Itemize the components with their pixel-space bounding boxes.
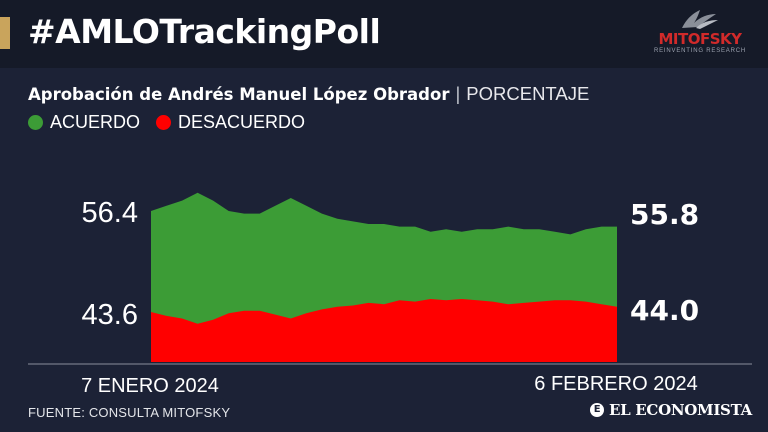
mitofsky-logo: MITOFSKY REINVENTING RESEARCH — [652, 6, 748, 62]
chart-subtitle: Aprobación de Andrés Manuel López Obrado… — [28, 83, 589, 105]
legend-item-acuerdo: ACUERDO — [28, 112, 140, 133]
chart-legend: ACUERDO DESACUERDO — [28, 112, 321, 133]
source-note: FUENTE: CONSULTA MITOFSKY — [28, 405, 231, 420]
end-label-acuerdo: 55.8 — [630, 198, 699, 231]
page-title: #AMLOTrackingPoll — [28, 12, 381, 51]
subtitle-main: Aprobación de Andrés Manuel López Obrado… — [28, 85, 450, 104]
legend-dot-desacuerdo — [156, 115, 172, 130]
logo-text: MITOFSKY — [658, 30, 742, 48]
subtitle-unit: PORCENTAJE — [466, 83, 590, 104]
x-start-label: 7 ENERO 2024 — [81, 375, 219, 397]
end-label-desacuerdo: 44.0 — [630, 294, 699, 327]
header-bar — [0, 0, 768, 68]
legend-dot-acuerdo — [28, 115, 43, 130]
el-economista-logo: E EL ECONOMISTA — [590, 401, 752, 419]
title-accent-bar — [0, 17, 10, 49]
legend-item-desacuerdo: DESACUERDO — [156, 112, 305, 133]
brand-mark-icon: E — [590, 403, 604, 417]
eagle-icon — [682, 10, 718, 29]
start-label-acuerdo: 56.4 — [82, 197, 138, 229]
x-end-label: 6 FEBRERO 2024 — [534, 373, 697, 395]
subtitle-separator: | — [455, 83, 461, 104]
area-desacuerdo — [151, 299, 617, 362]
start-label-desacuerdo: 43.6 — [82, 299, 138, 331]
legend-label-desacuerdo: DESACUERDO — [178, 112, 306, 132]
brand-name: EL ECONOMISTA — [609, 401, 752, 419]
logo-tagline: REINVENTING RESEARCH — [653, 48, 746, 54]
legend-label-acuerdo: ACUERDO — [50, 112, 141, 132]
